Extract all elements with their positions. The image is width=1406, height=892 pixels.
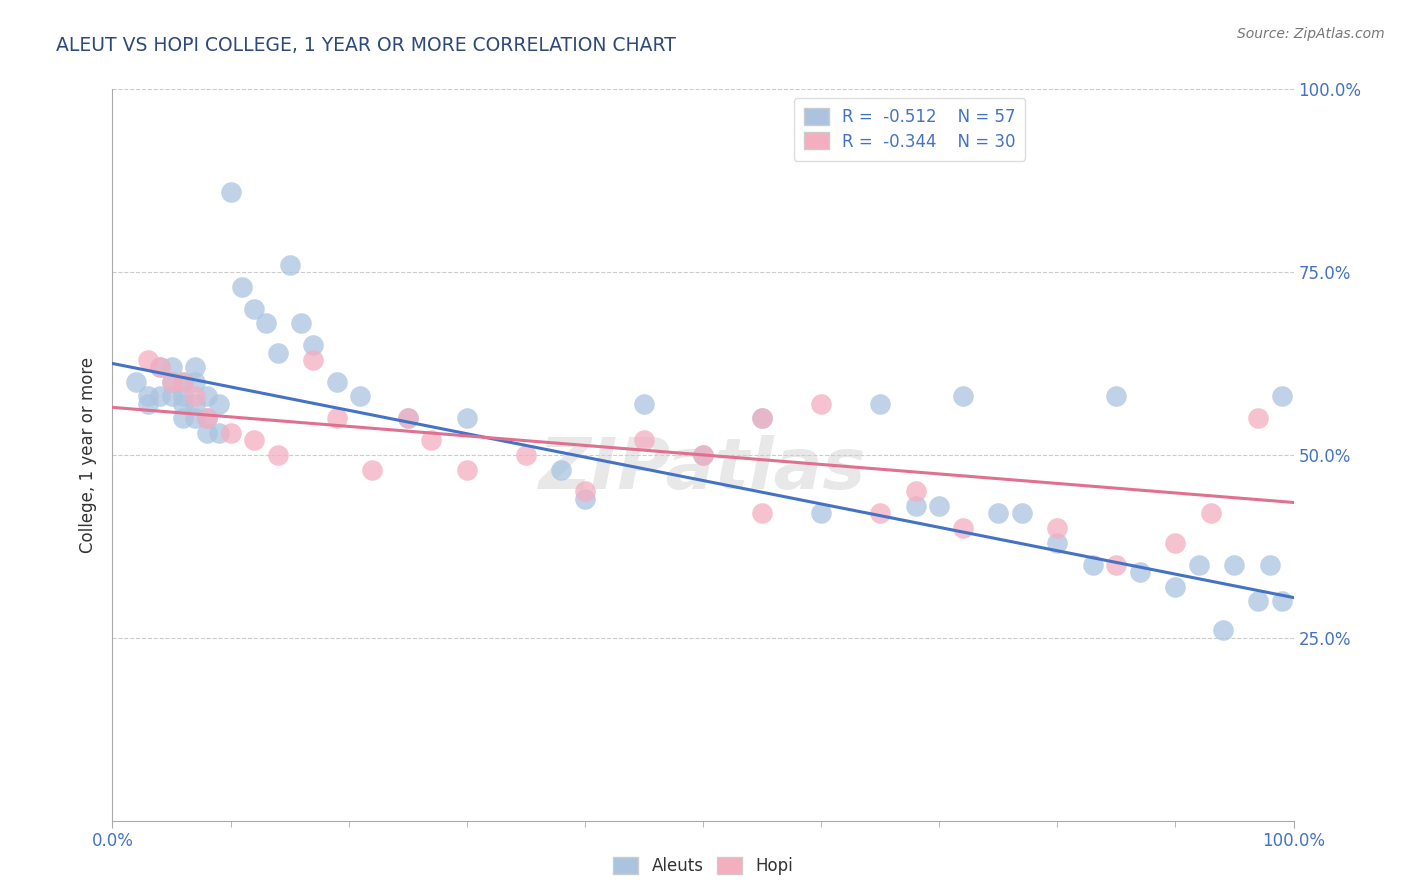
Point	[160, 389, 183, 403]
Point	[243, 434, 266, 448]
Point	[219, 425, 242, 440]
Point	[692, 448, 714, 462]
Point	[810, 507, 832, 521]
Point	[195, 411, 218, 425]
Point	[1247, 411, 1270, 425]
Point	[751, 411, 773, 425]
Point	[208, 425, 231, 440]
Point	[515, 448, 537, 462]
Point	[1258, 558, 1281, 572]
Point	[550, 462, 572, 476]
Point	[231, 279, 253, 293]
Point	[326, 411, 349, 425]
Point	[1223, 558, 1246, 572]
Point	[172, 375, 194, 389]
Point	[456, 411, 478, 425]
Point	[396, 411, 419, 425]
Point	[1199, 507, 1222, 521]
Point	[290, 316, 312, 330]
Point	[928, 499, 950, 513]
Point	[184, 375, 207, 389]
Point	[149, 360, 172, 375]
Point	[869, 507, 891, 521]
Point	[254, 316, 277, 330]
Point	[136, 389, 159, 403]
Point	[987, 507, 1010, 521]
Point	[160, 375, 183, 389]
Point	[326, 375, 349, 389]
Point	[1247, 594, 1270, 608]
Point	[219, 185, 242, 199]
Point	[574, 491, 596, 506]
Point	[172, 397, 194, 411]
Point	[1164, 535, 1187, 549]
Point	[751, 411, 773, 425]
Point	[184, 397, 207, 411]
Point	[810, 397, 832, 411]
Point	[1105, 558, 1128, 572]
Point	[278, 258, 301, 272]
Point	[184, 411, 207, 425]
Point	[243, 301, 266, 316]
Point	[952, 389, 974, 403]
Point	[136, 397, 159, 411]
Text: Source: ZipAtlas.com: Source: ZipAtlas.com	[1237, 27, 1385, 41]
Point	[1129, 565, 1152, 579]
Point	[420, 434, 443, 448]
Point	[692, 448, 714, 462]
Point	[1271, 594, 1294, 608]
Point	[574, 484, 596, 499]
Point	[195, 411, 218, 425]
Point	[1271, 389, 1294, 403]
Point	[456, 462, 478, 476]
Text: ZIPatlas: ZIPatlas	[540, 435, 866, 504]
Point	[195, 425, 218, 440]
Point	[1046, 535, 1069, 549]
Legend: Aleuts, Hopi: Aleuts, Hopi	[606, 850, 800, 882]
Point	[361, 462, 384, 476]
Point	[869, 397, 891, 411]
Point	[633, 397, 655, 411]
Point	[1212, 624, 1234, 638]
Point	[396, 411, 419, 425]
Point	[208, 397, 231, 411]
Point	[904, 484, 927, 499]
Point	[160, 360, 183, 375]
Point	[195, 389, 218, 403]
Point	[267, 345, 290, 359]
Point	[1164, 580, 1187, 594]
Point	[302, 352, 325, 367]
Point	[125, 375, 148, 389]
Point	[1081, 558, 1104, 572]
Y-axis label: College, 1 year or more: College, 1 year or more	[79, 357, 97, 553]
Point	[1011, 507, 1033, 521]
Point	[160, 375, 183, 389]
Point	[136, 352, 159, 367]
Point	[751, 507, 773, 521]
Point	[267, 448, 290, 462]
Point	[172, 389, 194, 403]
Point	[184, 389, 207, 403]
Point	[904, 499, 927, 513]
Point	[952, 521, 974, 535]
Point	[149, 360, 172, 375]
Point	[172, 375, 194, 389]
Point	[349, 389, 371, 403]
Point	[172, 411, 194, 425]
Point	[302, 338, 325, 352]
Point	[633, 434, 655, 448]
Text: ALEUT VS HOPI COLLEGE, 1 YEAR OR MORE CORRELATION CHART: ALEUT VS HOPI COLLEGE, 1 YEAR OR MORE CO…	[56, 36, 676, 54]
Point	[1046, 521, 1069, 535]
Point	[149, 389, 172, 403]
Point	[1188, 558, 1211, 572]
Point	[184, 360, 207, 375]
Point	[1105, 389, 1128, 403]
